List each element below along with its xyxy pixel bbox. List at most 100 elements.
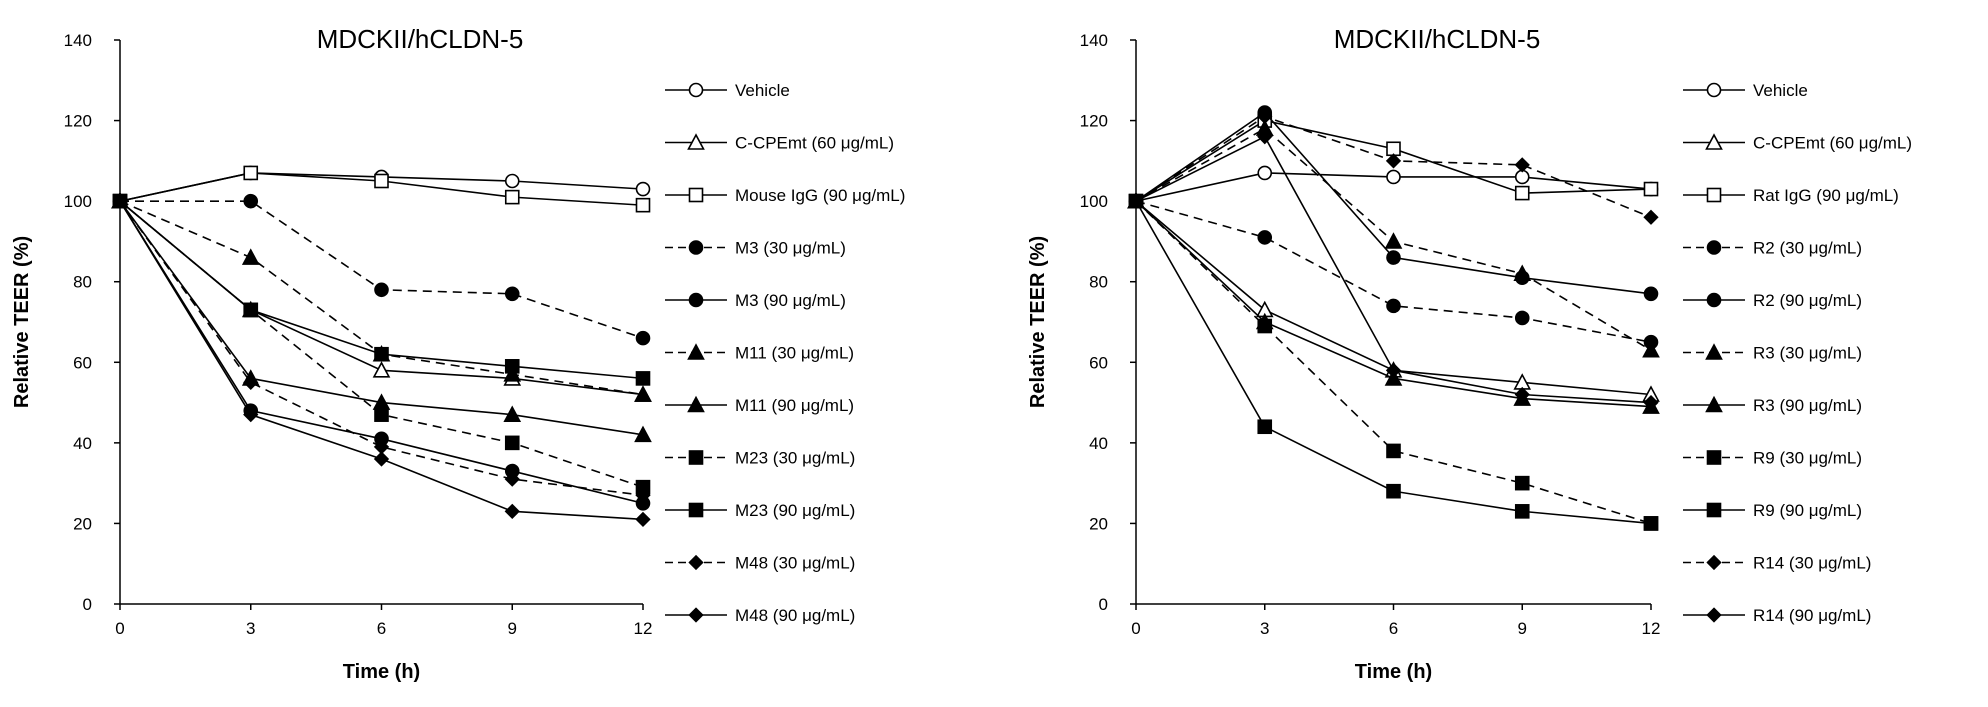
- y-tick-label: 0: [83, 595, 92, 614]
- series-line: [1136, 201, 1651, 342]
- x-tick-label: 0: [1131, 619, 1140, 638]
- legend-marker: [690, 556, 703, 569]
- legend-entry: M3 (30 μg/mL): [665, 239, 846, 258]
- data-point: [1258, 320, 1271, 333]
- y-tick-label: 20: [73, 514, 92, 533]
- legend-marker: [689, 345, 704, 359]
- legend-entry: M23 (30 μg/mL): [665, 449, 855, 468]
- legend-entry: Mouse IgG (90 μg/mL): [665, 186, 905, 205]
- x-tick-label: 9: [508, 619, 517, 638]
- data-point: [1387, 485, 1400, 498]
- y-tick-label: 0: [1099, 595, 1108, 614]
- y-tick-label: 140: [64, 31, 92, 50]
- legend-marker: [690, 189, 703, 202]
- y-tick-label: 80: [73, 273, 92, 292]
- series-line: [120, 201, 643, 338]
- legend-label: R9 (90 μg/mL): [1753, 501, 1862, 520]
- x-tick-label: 6: [377, 619, 386, 638]
- legend-label: R3 (90 μg/mL): [1753, 396, 1862, 415]
- legend-entry: Rat IgG (90 μg/mL): [1683, 186, 1899, 205]
- data-point: [506, 287, 519, 300]
- data-point: [244, 195, 257, 208]
- data-point: [375, 348, 388, 361]
- data-point: [1516, 477, 1529, 490]
- x-axis-title: Time (h): [343, 661, 420, 683]
- legend-label: M3 (30 μg/mL): [735, 239, 846, 258]
- legend-label: R3 (30 μg/mL): [1753, 344, 1862, 363]
- chart-title: MDCKII/hCLDN-5: [317, 24, 524, 54]
- data-point: [375, 408, 388, 421]
- data-point: [1516, 311, 1529, 324]
- legend-marker: [1708, 556, 1721, 569]
- y-tick-label: 100: [64, 192, 92, 211]
- data-point: [1516, 505, 1529, 518]
- chart-title: MDCKII/hCLDN-5: [1334, 24, 1541, 54]
- data-point: [637, 183, 650, 196]
- y-axis-title: Relative TEER (%): [11, 236, 33, 408]
- legend-marker: [1708, 189, 1721, 202]
- y-tick-label: 60: [1089, 353, 1108, 372]
- y-tick-label: 80: [1089, 273, 1108, 292]
- y-tick-label: 40: [73, 434, 92, 453]
- x-tick-label: 12: [1642, 619, 1661, 638]
- data-point: [1387, 444, 1400, 457]
- series-1: [1130, 166, 1658, 207]
- series-2: [113, 194, 651, 401]
- legend-entry: Vehicle: [665, 81, 790, 100]
- data-point: [506, 175, 519, 188]
- legend-entry: R9 (90 μg/mL): [1683, 501, 1862, 520]
- data-point: [637, 513, 650, 526]
- data-point: [1387, 251, 1400, 264]
- y-axis-title: Relative TEER (%): [1027, 236, 1049, 408]
- legend-entry: M3 (90 μg/mL): [665, 291, 846, 310]
- x-axis-title: Time (h): [1355, 661, 1432, 683]
- data-point: [375, 452, 388, 465]
- x-tick-label: 3: [1260, 619, 1269, 638]
- series-10: [1130, 110, 1658, 224]
- chart-2: MDCKII/hCLDN-5020406080100120140036912Ti…: [1027, 24, 1912, 683]
- x-tick-label: 12: [634, 619, 653, 638]
- data-point: [243, 250, 258, 264]
- legend-label: M48 (30 μg/mL): [735, 554, 855, 573]
- legend-marker: [690, 609, 703, 622]
- legend-label: M23 (90 μg/mL): [735, 501, 855, 520]
- data-point: [244, 166, 257, 179]
- legend-entry: R2 (90 μg/mL): [1683, 291, 1862, 310]
- legend-marker: [690, 84, 703, 97]
- data-point: [1387, 154, 1400, 167]
- y-tick-label: 120: [64, 112, 92, 131]
- data-point: [1516, 187, 1529, 200]
- data-point: [506, 436, 519, 449]
- legend-marker: [1708, 84, 1721, 97]
- legend-entry: C-CPEmt (60 μg/mL): [1683, 134, 1912, 153]
- legend-marker: [1707, 345, 1722, 359]
- legend-entry: R14 (30 μg/mL): [1683, 554, 1871, 573]
- data-point: [1258, 166, 1271, 179]
- legend-label: Vehicle: [1753, 81, 1808, 100]
- legend-marker: [690, 241, 703, 254]
- data-point: [506, 191, 519, 204]
- legend-entry: R9 (30 μg/mL): [1683, 449, 1862, 468]
- legend-marker: [1708, 241, 1721, 254]
- legend-label: R2 (90 μg/mL): [1753, 291, 1862, 310]
- legend-label: M11 (90 μg/mL): [735, 396, 854, 415]
- data-point: [1387, 299, 1400, 312]
- data-point: [1645, 287, 1658, 300]
- series-4: [1130, 195, 1658, 349]
- data-point: [375, 283, 388, 296]
- data-point: [506, 360, 519, 373]
- legend-marker: [690, 504, 703, 517]
- data-point: [374, 363, 389, 377]
- legend-entry: R2 (30 μg/mL): [1683, 239, 1862, 258]
- data-point: [1387, 170, 1400, 183]
- legend-label: R14 (30 μg/mL): [1753, 554, 1871, 573]
- legend-marker: [1708, 451, 1721, 464]
- data-point: [1258, 231, 1271, 244]
- data-point: [637, 199, 650, 212]
- legend-marker: [1708, 294, 1721, 307]
- data-point: [506, 505, 519, 518]
- legend-label: M3 (90 μg/mL): [735, 291, 846, 310]
- legend-entry: R14 (90 μg/mL): [1683, 606, 1871, 625]
- data-point: [637, 372, 650, 385]
